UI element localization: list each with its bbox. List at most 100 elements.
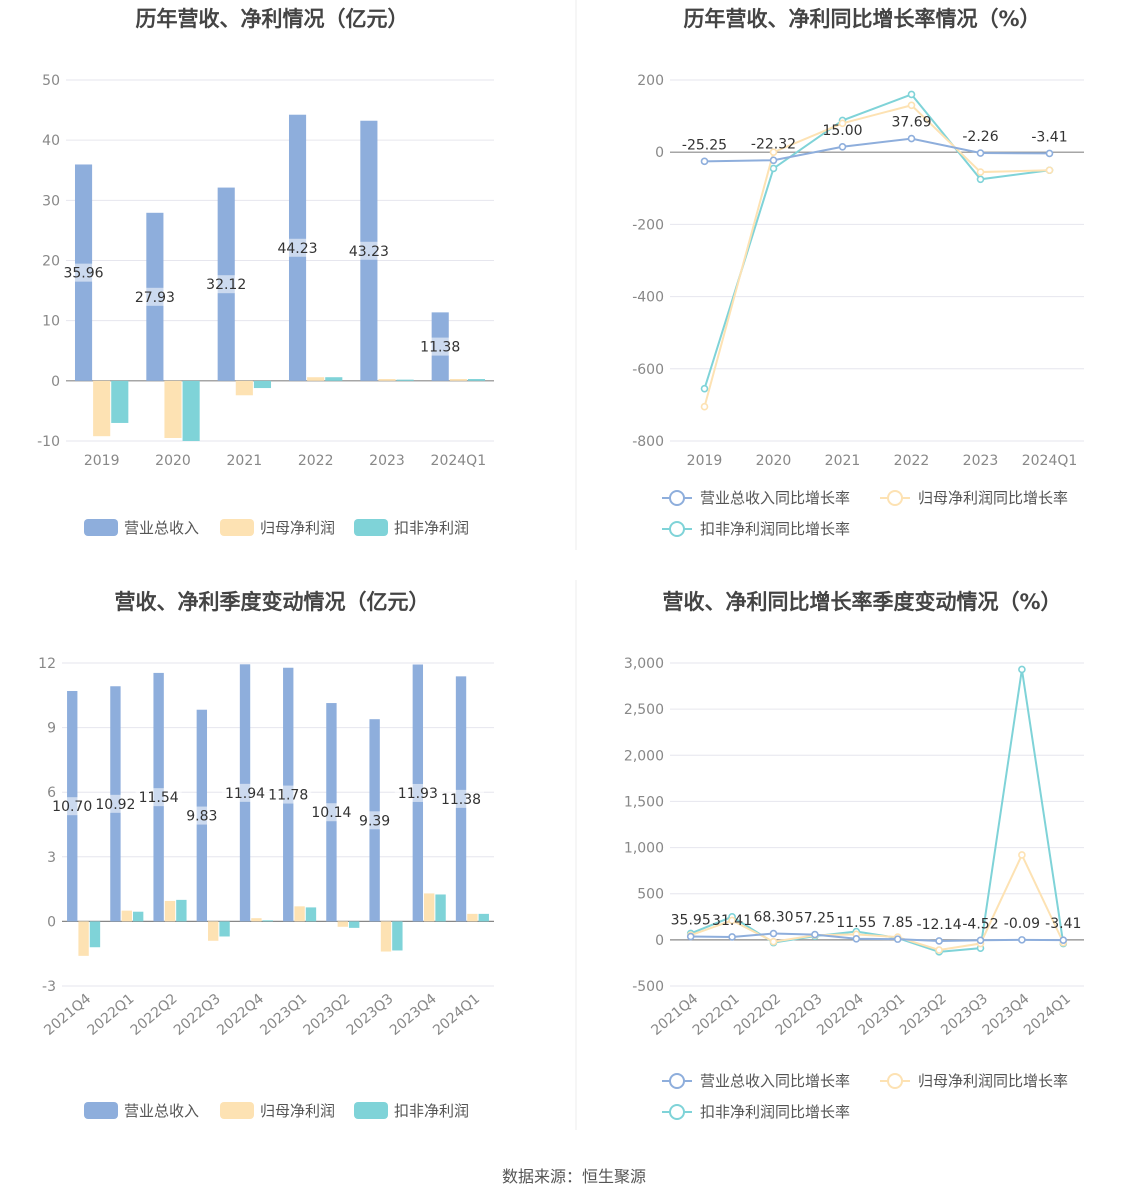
legend-label[interactable]: 扣非净利润同比增长率 <box>700 520 850 538</box>
legend-swatch <box>354 519 388 536</box>
y-tick-label: 0 <box>47 914 56 930</box>
data-point <box>686 932 695 941</box>
y-tick-label: 2,000 <box>624 748 664 764</box>
x-tick-label: 2024Q1 <box>430 991 483 1039</box>
data-point <box>907 101 916 110</box>
legend-label[interactable]: 归母净利润 <box>260 519 335 537</box>
legend-label[interactable]: 扣非净利润 <box>394 1102 469 1120</box>
data-label: -2.26 <box>962 129 998 145</box>
data-label: -25.25 <box>682 137 727 153</box>
bar-net-profit <box>467 913 478 922</box>
bar-net-profit <box>164 380 182 438</box>
y-tick-label: -200 <box>632 217 664 233</box>
y-tick-label: 3,000 <box>624 656 664 672</box>
x-tick-label: 2022Q3 <box>171 991 224 1039</box>
x-tick-label: 2021Q4 <box>41 991 94 1039</box>
bar-net-profit <box>337 921 348 927</box>
bar-deducted-profit <box>396 379 414 381</box>
data-label-bg <box>49 797 96 816</box>
legend-label[interactable]: 归母净利润同比增长率 <box>918 1072 1068 1090</box>
data-label-bg <box>183 806 221 825</box>
data-label-bg <box>135 788 182 807</box>
data-point <box>1045 149 1054 158</box>
data-point <box>700 384 709 393</box>
legend-label[interactable]: 归母净利润 <box>260 1102 335 1120</box>
data-label: 11.38 <box>420 340 460 356</box>
bar-deducted-profit <box>262 920 273 922</box>
chart-title: 历年营收、净利同比增长率情况（%） <box>683 7 1040 31</box>
legend-label[interactable]: 营业总收入 <box>124 519 199 537</box>
y-tick-label: 12 <box>38 656 56 672</box>
y-tick-label: 3 <box>47 850 56 866</box>
legend-swatch <box>220 1102 254 1119</box>
y-tick-label: 6 <box>47 785 56 801</box>
annual-revenue-profit-chart: 历年营收、净利情况（亿元） -10 0 10 20 30 40 50 2019 2020 2021 2… <box>37 7 494 537</box>
data-point <box>907 134 916 143</box>
data-point <box>976 175 985 184</box>
data-label: 31.41 <box>712 913 752 929</box>
data-label: 11.55 <box>836 915 876 931</box>
data-point <box>935 937 943 945</box>
data-label-bg <box>438 789 485 808</box>
data-point <box>700 157 709 166</box>
series-line-net-profit-growth <box>703 104 1050 407</box>
data-point <box>852 934 861 943</box>
y-tick-label: 50 <box>42 73 60 89</box>
data-point <box>728 916 736 925</box>
legend-swatch <box>84 1102 118 1119</box>
x-tick-label: 2020 <box>756 453 792 469</box>
bar-net-profit <box>121 910 132 922</box>
bar-net-profit <box>307 377 325 381</box>
legend-marker <box>669 1104 685 1120</box>
series-line-net-profit-growth <box>690 852 1065 952</box>
data-label-bg <box>417 337 464 356</box>
legend-label[interactable]: 营业总收入同比增长率 <box>700 489 850 507</box>
series-line-revenue-growth <box>704 137 1050 163</box>
series-line-revenue-growth <box>690 932 1064 942</box>
legend-label[interactable]: 归母净利润同比增长率 <box>918 489 1068 507</box>
data-label: 27.93 <box>135 290 175 306</box>
bar-net-profit <box>424 893 435 922</box>
bar-deducted-profit <box>219 921 230 937</box>
data-label: 10.14 <box>311 805 351 821</box>
bar-deducted-profit <box>182 380 200 441</box>
chart-title: 营收、净利季度变动情况（亿元） <box>115 590 430 614</box>
y-tick-label: -400 <box>632 290 664 306</box>
x-tick-label: 2019 <box>687 453 723 469</box>
bar-deducted-profit <box>478 913 489 922</box>
legend-swatch <box>84 519 118 536</box>
x-tick-label: 2022 <box>894 453 930 469</box>
data-source-label: 数据来源：恒生聚源 <box>502 1167 646 1186</box>
legend-label[interactable]: 营业总收入同比增长率 <box>700 1072 850 1090</box>
data-point <box>811 930 819 939</box>
series-line-deducted-profit-growth <box>703 93 1050 389</box>
data-point <box>935 946 943 954</box>
y-tick-label: 30 <box>42 193 60 209</box>
data-label: 10.70 <box>52 799 92 815</box>
data-label: 15.00 <box>822 123 862 139</box>
data-label: 68.30 <box>753 910 793 926</box>
x-tick-label: 2020 <box>155 453 191 469</box>
x-tick-label: 2023 <box>369 453 405 469</box>
y-tick-label: 40 <box>42 133 60 149</box>
legend-label[interactable]: 营业总收入 <box>124 1102 199 1120</box>
data-label: -0.09 <box>1004 916 1040 932</box>
data-label-bg <box>355 811 394 830</box>
y-tick-label: 500 <box>637 887 664 903</box>
y-tick-label: 2,500 <box>624 702 664 718</box>
legend-label[interactable]: 扣非净利润同比增长率 <box>700 1103 850 1121</box>
bar-net-profit <box>380 921 392 952</box>
bar-deducted-profit <box>348 921 360 928</box>
bar-net-profit <box>378 379 396 381</box>
x-tick-label: 2022Q2 <box>128 991 181 1039</box>
bar-net-profit <box>78 921 89 956</box>
x-tick-label: 2024Q1 <box>1021 991 1074 1039</box>
legend-swatch <box>354 1102 388 1119</box>
y-tick-label: 1,000 <box>624 841 664 857</box>
legend-marker <box>887 490 903 506</box>
data-label: -12.14 <box>917 917 962 933</box>
legend-label[interactable]: 扣非净利润 <box>394 519 469 537</box>
data-label: 9.83 <box>186 809 217 825</box>
bar-deducted-profit <box>253 380 272 389</box>
legend-marker <box>669 521 685 537</box>
